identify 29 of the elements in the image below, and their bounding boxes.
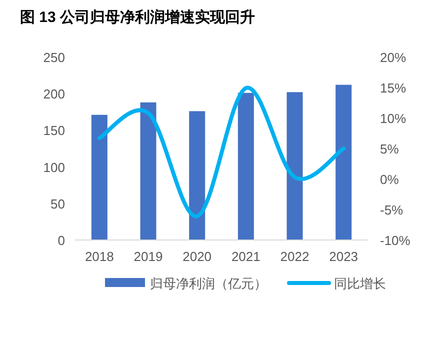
bar bbox=[189, 111, 206, 240]
chart-title: 图 13 公司归母净利润增速实现回升 bbox=[20, 8, 256, 26]
y-tick-label: 250 bbox=[43, 50, 65, 65]
x-tick-label: 2023 bbox=[329, 249, 358, 264]
x-tick-label: 2020 bbox=[182, 249, 212, 264]
y2-tick-label: 5% bbox=[380, 142, 400, 156]
y-tick-label: 0 bbox=[58, 233, 65, 248]
y2-tick-label: -10% bbox=[380, 233, 411, 248]
y2-tick-label: 20% bbox=[380, 50, 406, 65]
y2-tick-label: 0% bbox=[380, 172, 400, 187]
x-tick-label: 2019 bbox=[134, 249, 163, 264]
x-tick-label: 2022 bbox=[280, 249, 310, 264]
x-tick-label: 2021 bbox=[231, 249, 260, 264]
y2-tick-label: -5% bbox=[380, 202, 404, 218]
x-tick-label: 2018 bbox=[84, 249, 114, 264]
y2-tick-label: 15% bbox=[380, 80, 406, 96]
legend-label: 同比增长 bbox=[334, 276, 386, 291]
legend-label: 归母净利润（亿元） bbox=[150, 276, 267, 291]
y-tick-label: 200 bbox=[43, 86, 65, 102]
bar bbox=[238, 92, 254, 240]
y2-tick-label: 10% bbox=[380, 111, 406, 126]
bar bbox=[336, 84, 352, 240]
y-tick-label: 50 bbox=[50, 196, 65, 212]
bar bbox=[91, 114, 108, 240]
line-series bbox=[97, 86, 346, 218]
y-tick-label: 150 bbox=[43, 123, 65, 138]
y-tick-label: 100 bbox=[43, 160, 65, 175]
bar bbox=[286, 92, 303, 240]
bar bbox=[140, 102, 156, 240]
